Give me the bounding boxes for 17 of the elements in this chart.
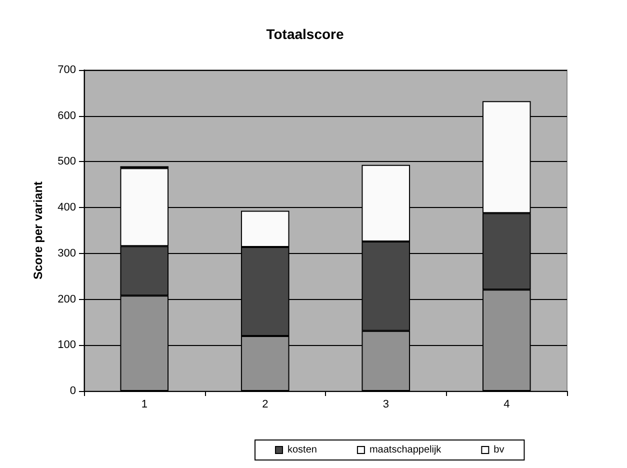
y-tick-label: 600 [58, 110, 76, 122]
x-tick-label: 2 [262, 398, 268, 410]
y-tick-label: 100 [58, 339, 76, 352]
y-tick-label: 0 [70, 385, 76, 397]
legend-label: maatschappelijk [369, 444, 442, 456]
x-tick-label: 4 [504, 398, 510, 410]
chart-title: Totaalscore [266, 26, 344, 42]
y-tick-label: 400 [58, 202, 76, 214]
y-tick-label: 500 [58, 156, 76, 168]
legend-label: bv [494, 444, 504, 456]
y-tick-label: 700 [58, 64, 76, 76]
y-tick-label: 200 [58, 293, 76, 306]
x-tick-label: 1 [141, 398, 148, 410]
x-tick-label: 3 [382, 398, 389, 410]
y-tick-label: 300 [58, 247, 76, 260]
y-axis-title: Score per variant [31, 181, 45, 280]
legend-label: kosten [288, 444, 317, 456]
